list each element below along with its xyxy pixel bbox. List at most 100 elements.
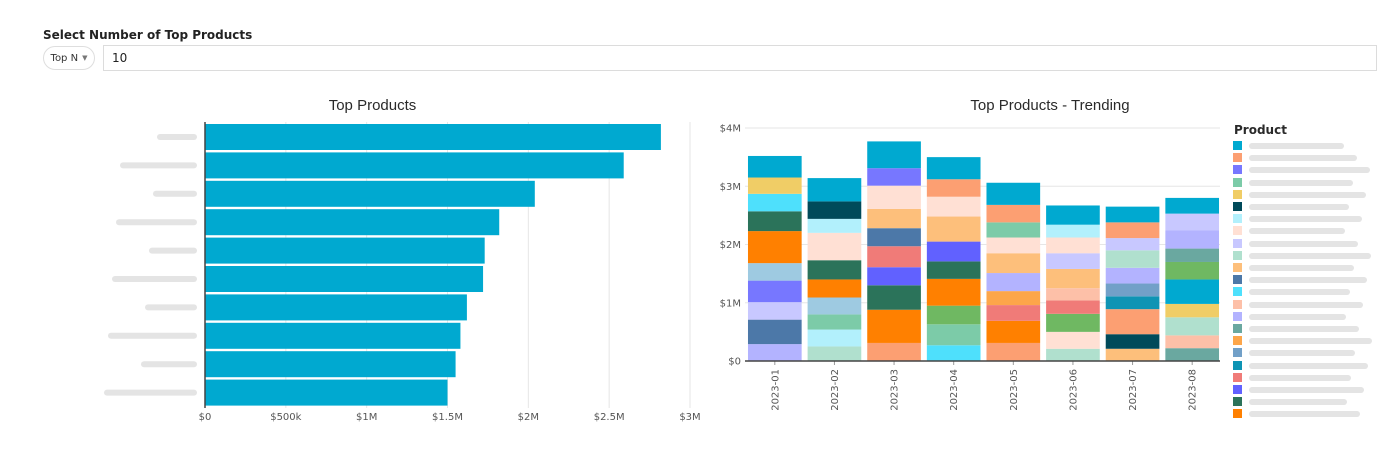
stack-segment[interactable] — [747, 155, 802, 178]
stack-segment[interactable] — [807, 232, 862, 261]
stack-segment[interactable] — [926, 241, 981, 262]
stack-segment[interactable] — [1046, 331, 1100, 349]
stack-segment[interactable] — [1165, 230, 1220, 249]
stack-segment[interactable] — [1046, 348, 1100, 361]
stack-segment[interactable] — [867, 185, 921, 209]
stack-segment[interactable] — [807, 260, 862, 280]
stack-segment[interactable] — [926, 157, 981, 180]
stack-segment[interactable] — [926, 179, 981, 197]
stack-segment[interactable] — [807, 279, 862, 298]
stack-segment[interactable] — [807, 218, 862, 233]
top-n-input[interactable] — [103, 45, 1377, 71]
legend-item[interactable] — [1233, 347, 1373, 359]
bar[interactable] — [205, 152, 624, 179]
legend-item[interactable] — [1233, 238, 1373, 250]
stack-segment[interactable] — [1046, 224, 1100, 238]
stack-segment[interactable] — [747, 193, 802, 212]
stack-segment[interactable] — [867, 228, 921, 247]
bar[interactable] — [205, 294, 467, 321]
legend-item[interactable] — [1233, 323, 1373, 335]
stack-segment[interactable] — [986, 273, 1041, 292]
stack-segment[interactable] — [1046, 313, 1100, 332]
stack-segment[interactable] — [867, 246, 921, 268]
top-n-mode-dropdown[interactable]: Top N ▼ — [43, 46, 95, 70]
stack-segment[interactable] — [807, 178, 862, 202]
stack-segment[interactable] — [926, 324, 981, 346]
stack-segment[interactable] — [986, 204, 1041, 223]
stack-segment[interactable] — [867, 208, 921, 229]
stack-segment[interactable] — [1105, 238, 1160, 251]
legend-item[interactable] — [1233, 274, 1373, 286]
legend-item[interactable] — [1233, 140, 1373, 152]
stack-segment[interactable] — [986, 320, 1041, 343]
bar[interactable] — [205, 379, 448, 406]
stack-segment[interactable] — [1105, 334, 1160, 349]
stack-segment[interactable] — [986, 305, 1041, 321]
stack-segment[interactable] — [986, 222, 1041, 238]
stack-segment[interactable] — [1165, 303, 1220, 318]
stack-segment[interactable] — [1046, 300, 1100, 314]
bar[interactable] — [205, 209, 500, 236]
stack-segment[interactable] — [1165, 279, 1220, 304]
stack-segment[interactable] — [1165, 335, 1220, 349]
stack-segment[interactable] — [1105, 283, 1160, 297]
stack-segment[interactable] — [1165, 317, 1220, 336]
stack-segment[interactable] — [867, 141, 921, 169]
stack-segment[interactable] — [867, 285, 921, 310]
stack-segment[interactable] — [1046, 288, 1100, 301]
stack-segment[interactable] — [1046, 237, 1100, 254]
stack-segment[interactable] — [807, 201, 862, 219]
stack-segment[interactable] — [986, 237, 1041, 254]
legend-item[interactable] — [1233, 177, 1373, 189]
legend-item[interactable] — [1233, 152, 1373, 164]
legend-item[interactable] — [1233, 250, 1373, 262]
stack-segment[interactable] — [1165, 248, 1220, 262]
legend-item[interactable] — [1233, 372, 1373, 384]
stack-segment[interactable] — [807, 329, 862, 347]
legend-item[interactable] — [1233, 335, 1373, 347]
stack-segment[interactable] — [807, 297, 862, 315]
stack-segment[interactable] — [1105, 267, 1160, 284]
bar[interactable] — [205, 180, 535, 207]
stack-segment[interactable] — [1165, 213, 1220, 231]
legend-item[interactable] — [1233, 311, 1373, 323]
legend-item[interactable] — [1233, 201, 1373, 213]
stack-segment[interactable] — [747, 263, 802, 281]
legend-item[interactable] — [1233, 396, 1373, 408]
stack-segment[interactable] — [747, 344, 802, 361]
stack-segment[interactable] — [1165, 197, 1220, 214]
bar[interactable] — [205, 124, 661, 150]
stack-segment[interactable] — [986, 253, 1041, 274]
stack-segment[interactable] — [986, 291, 1041, 306]
stack-segment[interactable] — [986, 182, 1041, 205]
legend-item[interactable] — [1233, 384, 1373, 396]
stack-segment[interactable] — [926, 278, 981, 306]
stack-segment[interactable] — [867, 342, 921, 361]
legend-item[interactable] — [1233, 225, 1373, 237]
stack-segment[interactable] — [1046, 268, 1100, 289]
legend-item[interactable] — [1233, 299, 1373, 311]
stack-segment[interactable] — [926, 196, 981, 217]
stack-segment[interactable] — [1105, 309, 1160, 335]
stack-segment[interactable] — [1046, 253, 1100, 269]
legend-item[interactable] — [1233, 286, 1373, 298]
legend-item[interactable] — [1233, 360, 1373, 372]
stack-segment[interactable] — [747, 177, 802, 194]
stack-segment[interactable] — [986, 342, 1041, 361]
legend-item[interactable] — [1233, 213, 1373, 225]
bar[interactable] — [205, 266, 484, 292]
stack-segment[interactable] — [1105, 222, 1160, 239]
stack-segment[interactable] — [1105, 296, 1160, 310]
stack-segment[interactable] — [867, 267, 921, 286]
stack-segment[interactable] — [807, 346, 862, 361]
stack-segment[interactable] — [867, 309, 921, 343]
legend-item[interactable] — [1233, 262, 1373, 274]
legend-item[interactable] — [1233, 189, 1373, 201]
stack-segment[interactable] — [747, 280, 802, 303]
bar[interactable] — [205, 237, 485, 264]
stack-segment[interactable] — [1105, 348, 1160, 361]
stack-segment[interactable] — [867, 168, 921, 186]
stack-segment[interactable] — [926, 305, 981, 325]
stack-segment[interactable] — [1105, 206, 1160, 223]
stack-segment[interactable] — [1165, 261, 1220, 280]
